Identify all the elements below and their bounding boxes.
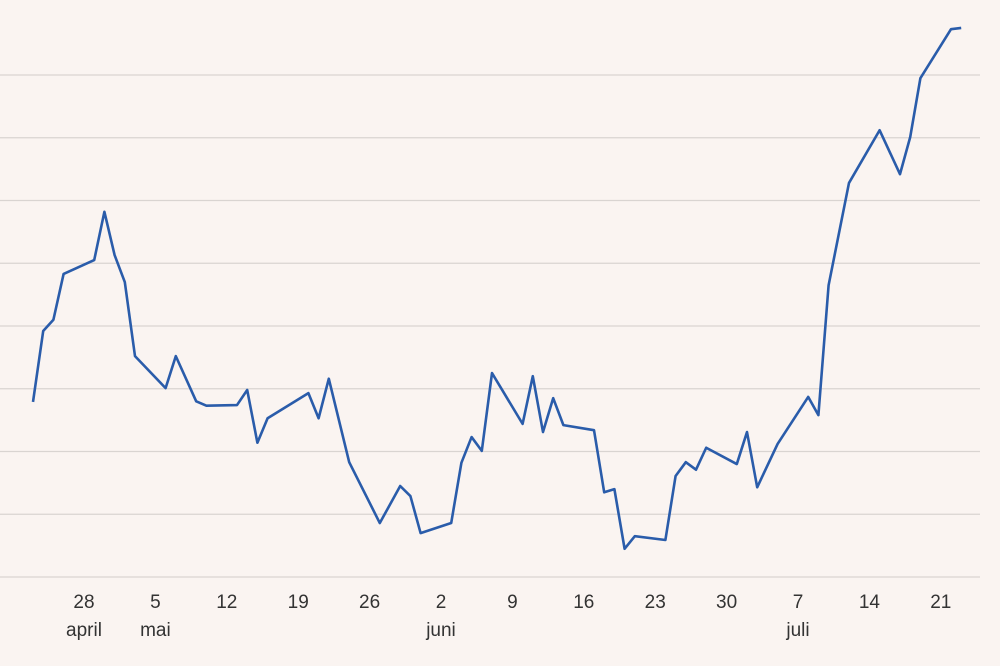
- x-tick-label: 30: [716, 592, 737, 613]
- x-month-label: mai: [140, 620, 171, 641]
- x-tick-label: 26: [359, 592, 380, 613]
- x-tick-label: 7: [793, 592, 804, 613]
- x-tick-label: 19: [288, 592, 309, 613]
- x-tick-label: 14: [859, 592, 881, 613]
- x-tick-label: 16: [573, 592, 594, 613]
- x-tick-label: 23: [645, 592, 666, 613]
- x-tick-label: 9: [507, 592, 518, 613]
- x-tick-label: 2: [436, 592, 447, 613]
- x-tick-label: 12: [216, 592, 237, 613]
- x-month-label: juli: [785, 620, 809, 641]
- data-line: [31, 26, 962, 551]
- x-month-label: april: [66, 620, 102, 641]
- x-tick-label: 28: [73, 592, 94, 613]
- x-tick-label: 5: [150, 592, 161, 613]
- x-month-label: juni: [425, 620, 456, 641]
- x-tick-label: 21: [930, 592, 951, 613]
